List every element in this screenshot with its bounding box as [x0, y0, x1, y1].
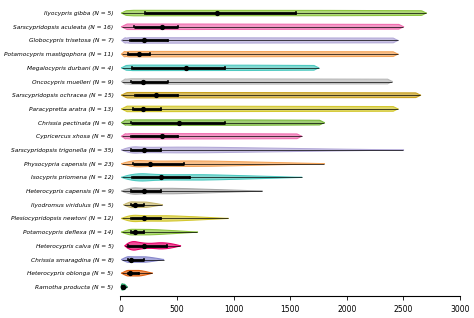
Polygon shape	[122, 106, 398, 112]
Polygon shape	[122, 52, 398, 57]
Polygon shape	[122, 215, 228, 222]
Polygon shape	[122, 161, 324, 167]
Polygon shape	[122, 10, 426, 16]
Polygon shape	[122, 79, 392, 84]
Polygon shape	[122, 270, 152, 276]
Polygon shape	[122, 188, 262, 194]
Polygon shape	[122, 229, 198, 235]
Polygon shape	[121, 284, 127, 290]
Polygon shape	[122, 93, 420, 98]
Polygon shape	[122, 65, 319, 71]
Polygon shape	[122, 38, 398, 43]
Polygon shape	[122, 134, 301, 139]
Polygon shape	[125, 242, 181, 250]
Polygon shape	[124, 202, 163, 208]
Polygon shape	[122, 174, 301, 181]
Polygon shape	[122, 120, 324, 125]
Polygon shape	[122, 147, 403, 153]
Polygon shape	[122, 24, 403, 30]
Polygon shape	[122, 257, 164, 262]
